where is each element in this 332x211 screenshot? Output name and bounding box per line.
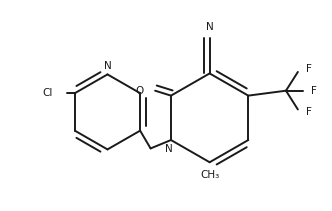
Text: CH₃: CH₃: [200, 170, 219, 180]
Text: Cl: Cl: [43, 88, 53, 98]
Text: N: N: [165, 144, 173, 154]
Text: F: F: [306, 107, 312, 117]
Text: F: F: [311, 86, 317, 96]
Text: N: N: [206, 22, 213, 32]
Text: F: F: [306, 64, 312, 74]
Text: N: N: [104, 61, 111, 72]
Text: O: O: [135, 86, 143, 96]
